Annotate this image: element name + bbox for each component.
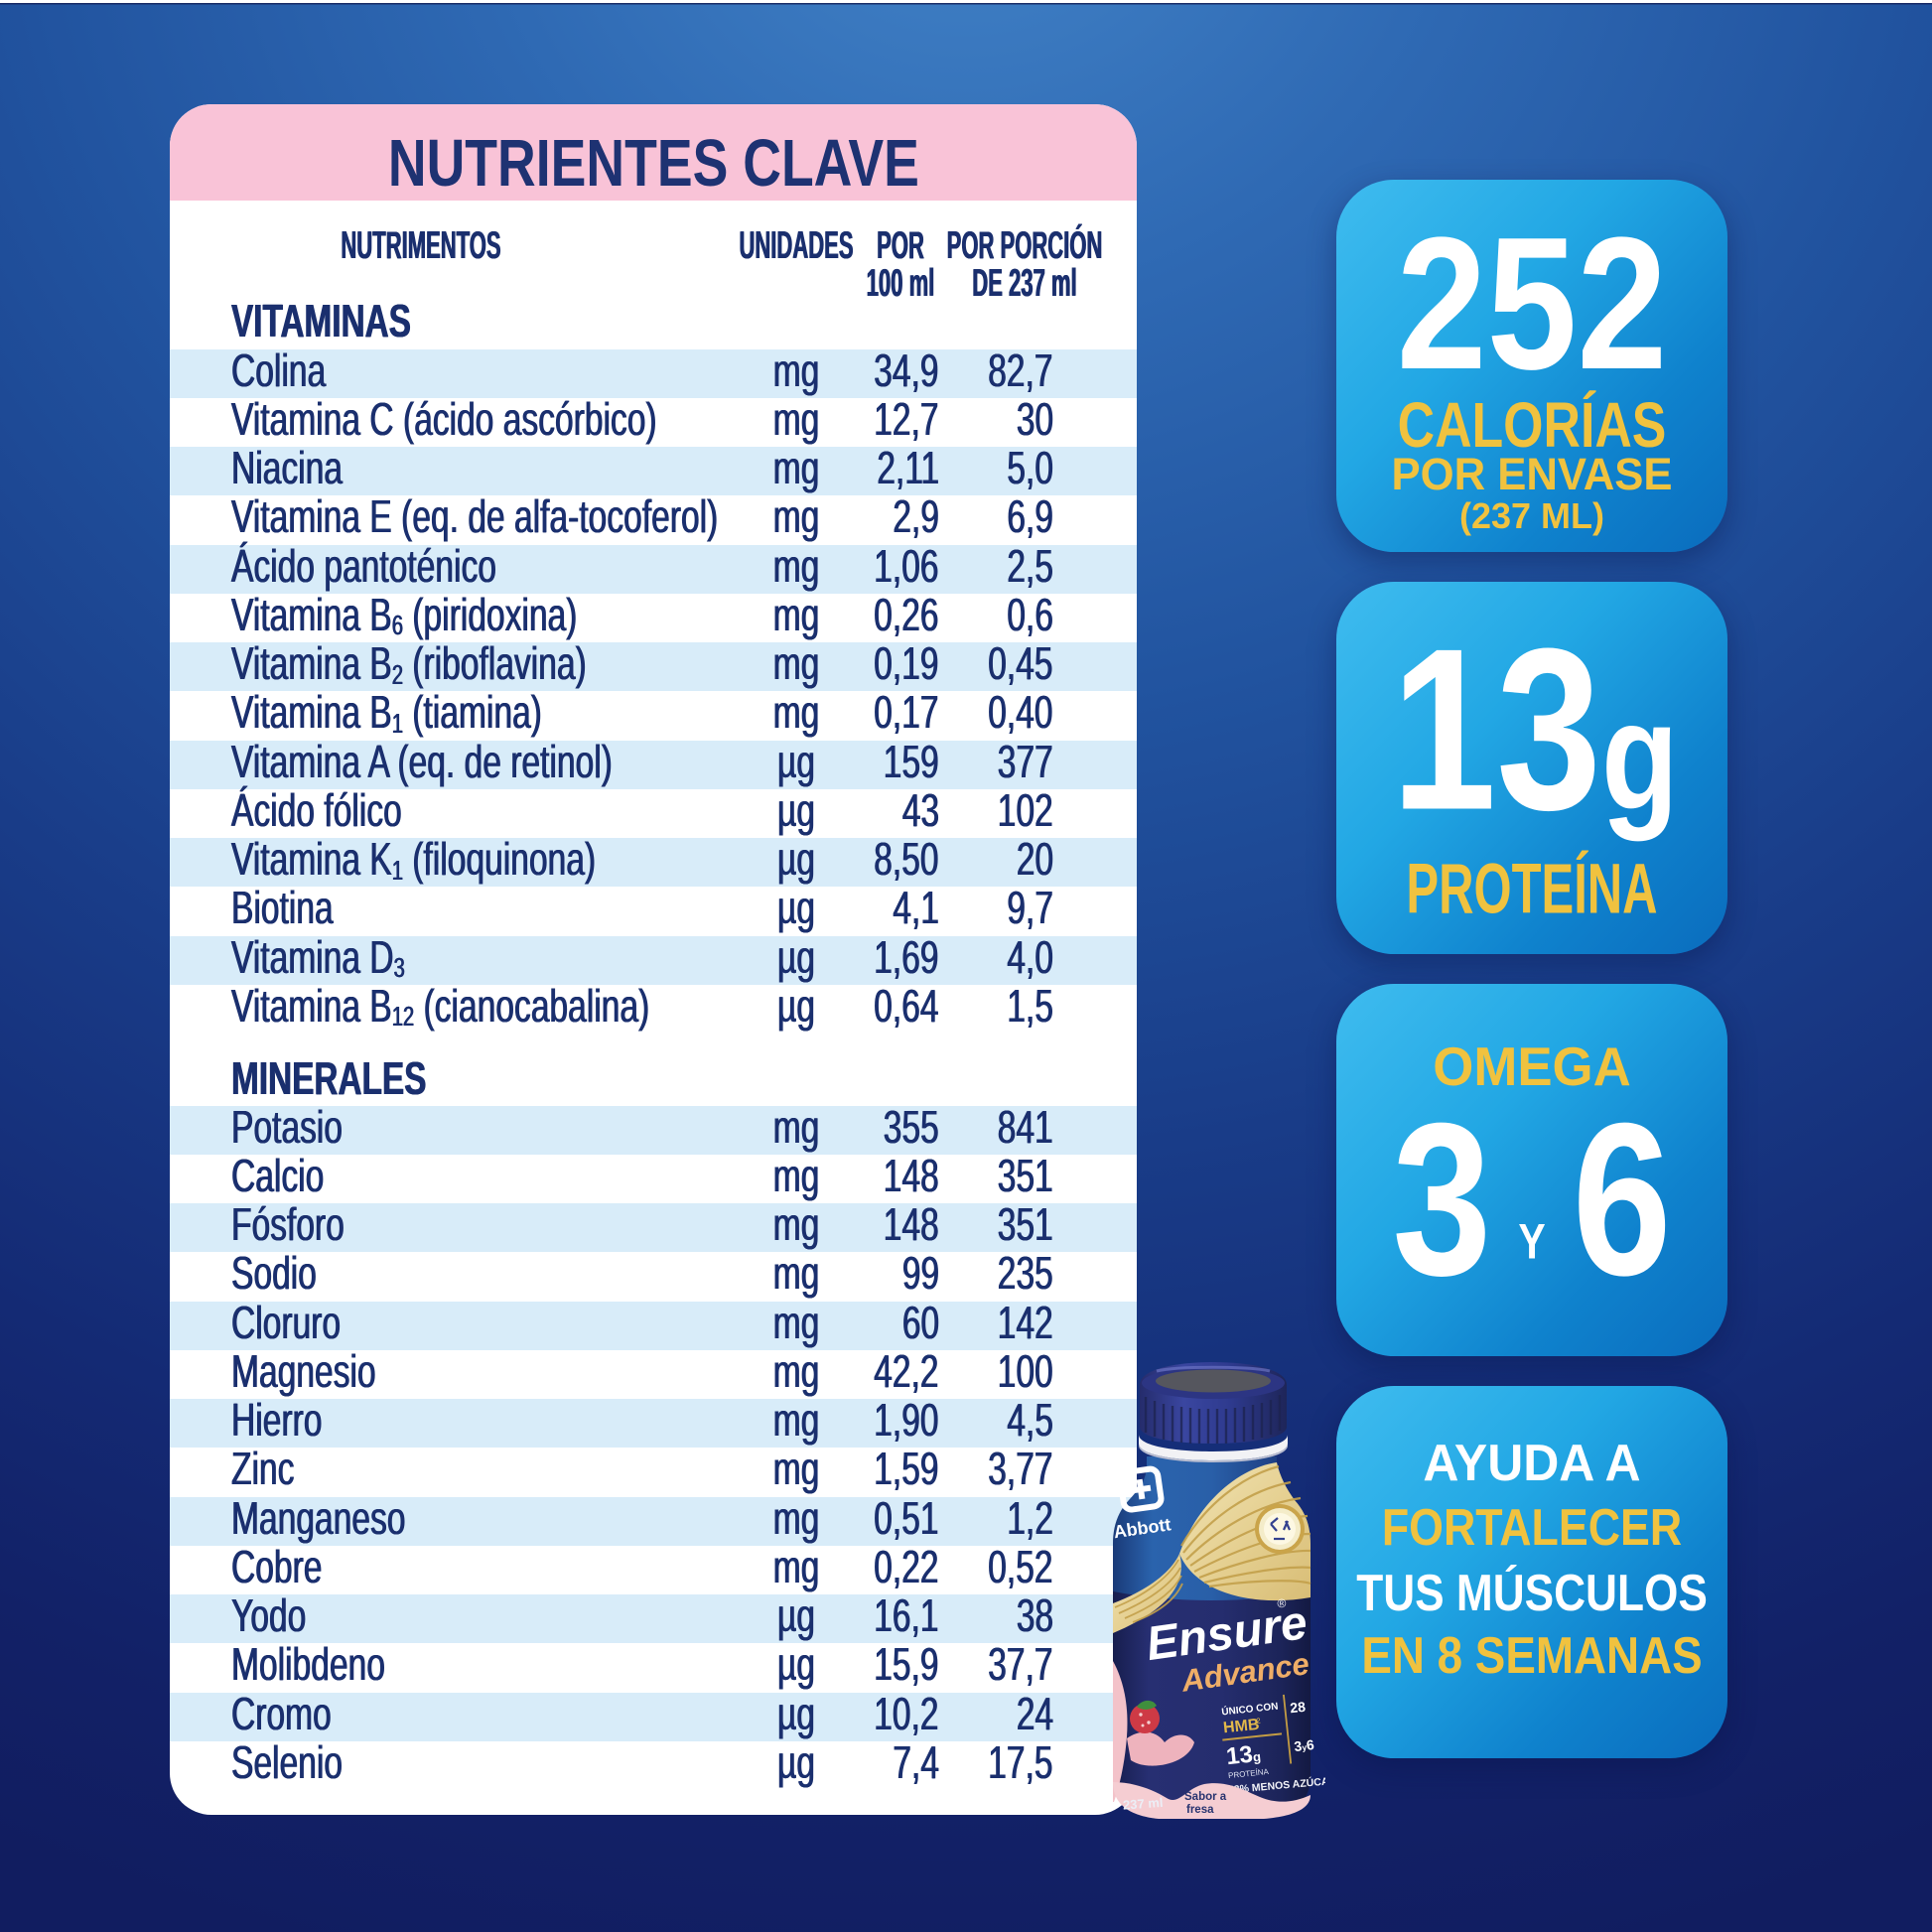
svg-text:2: 2	[1256, 1717, 1261, 1725]
svg-text:PROTEÍNA: PROTEÍNA	[1228, 1767, 1270, 1780]
svg-text:HMB: HMB	[1222, 1717, 1260, 1737]
svg-text:237 ml: 237 ml	[1123, 1795, 1164, 1813]
svg-text:fresa: fresa	[1186, 1804, 1214, 1816]
svg-text:Sabor a: Sabor a	[1184, 1791, 1227, 1803]
svg-text:®: ®	[1277, 1595, 1288, 1610]
svg-text:28: 28	[1290, 1699, 1307, 1717]
svg-text:3y6: 3y6	[1294, 1736, 1315, 1754]
